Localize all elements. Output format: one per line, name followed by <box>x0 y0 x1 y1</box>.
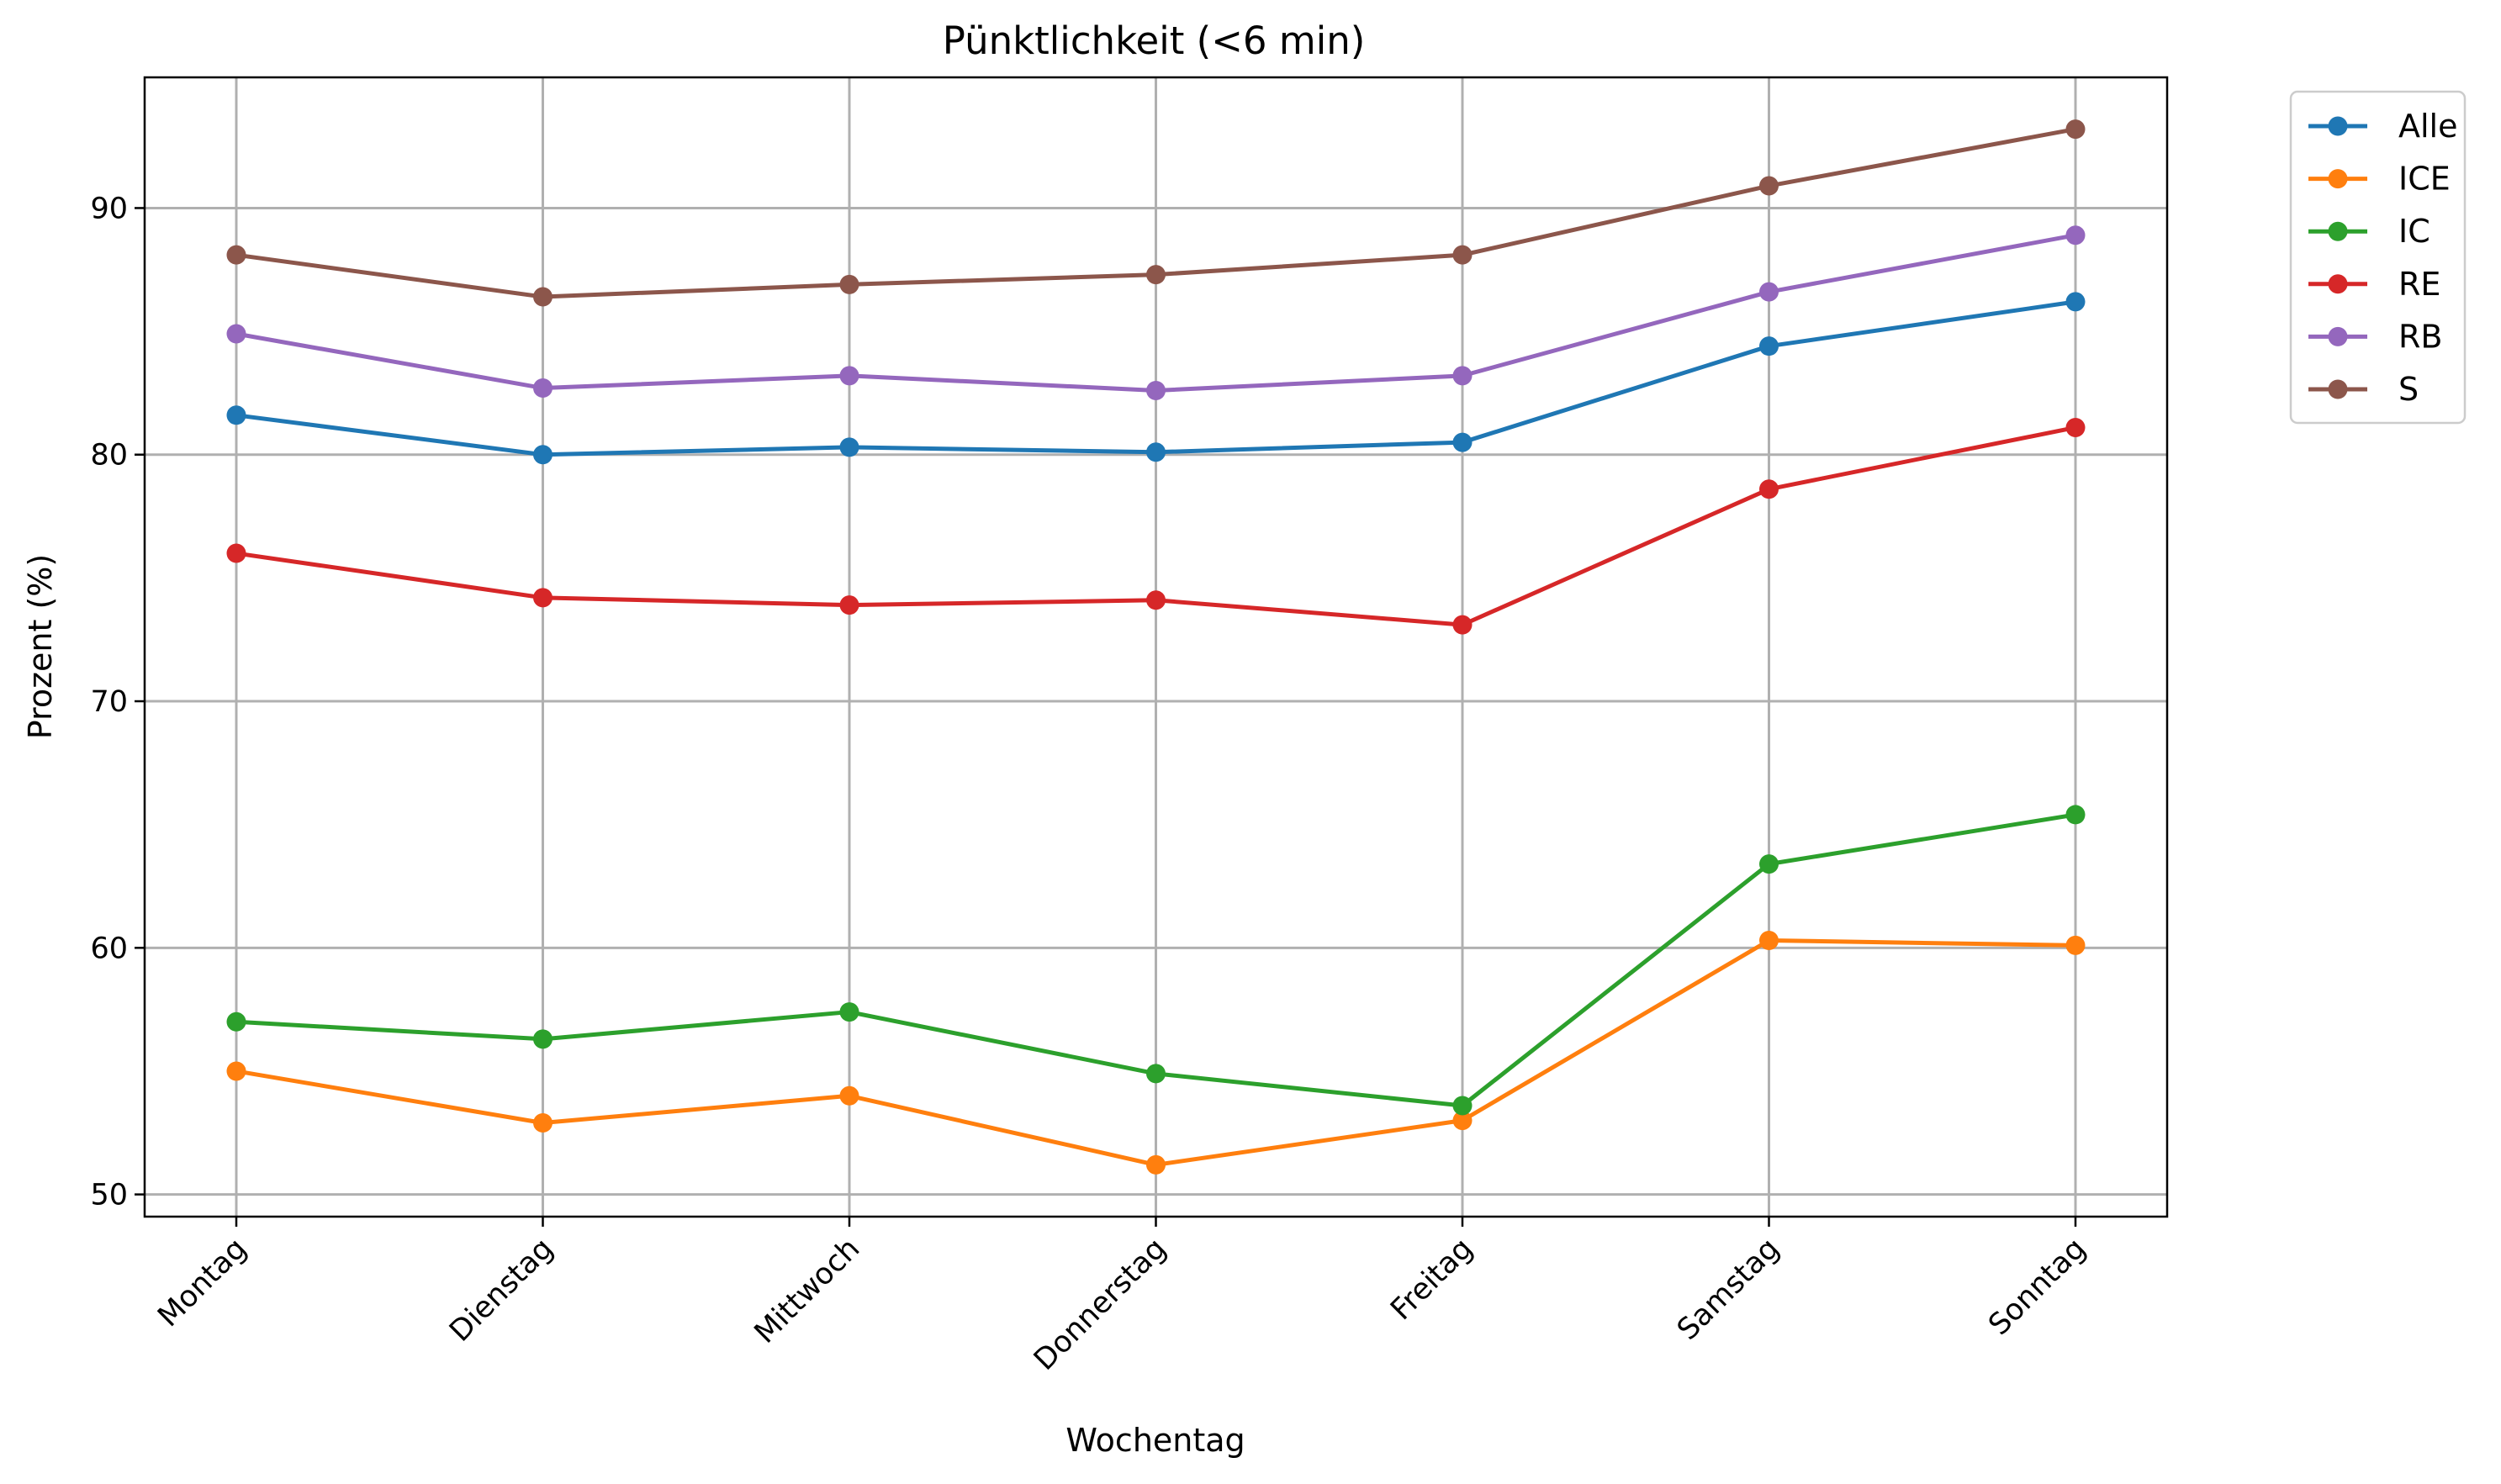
data-point-ic <box>2065 805 2086 825</box>
data-point-ic <box>226 1011 246 1032</box>
grid-lines <box>145 77 2167 1217</box>
legend-marker-alle <box>2328 116 2348 136</box>
legend: Alle ICE IC RE RB S <box>2289 90 2467 425</box>
data-point-ic <box>1146 1064 1166 1084</box>
legend-label-s: S <box>2398 371 2419 408</box>
legend-label-rb: RB <box>2398 318 2442 355</box>
legend-label-re: RE <box>2398 266 2440 303</box>
data-point-re <box>839 595 859 615</box>
data-point-s <box>1759 176 1779 196</box>
data-point-ic <box>533 1029 553 1049</box>
y-tick-label: 60 <box>90 932 128 965</box>
chart-title: Pünktlichkeit (<6 min) <box>943 18 1366 63</box>
data-point-ic <box>839 1002 859 1022</box>
data-point-rb <box>1452 366 1473 386</box>
data-point-rb <box>1146 380 1166 400</box>
data-point-ic <box>1759 854 1779 874</box>
data-point-re <box>1759 479 1779 499</box>
legend-marker-ic <box>2328 221 2348 241</box>
data-point-s <box>839 274 859 294</box>
data-point-alle <box>2065 292 2086 312</box>
data-point-ice <box>226 1061 246 1081</box>
data-point-s <box>1452 245 1473 265</box>
data-point-ice <box>2065 935 2086 955</box>
data-point-ice <box>1452 1111 1473 1131</box>
data-point-ice <box>839 1085 859 1106</box>
data-point-re <box>533 588 553 608</box>
x-axis-title: Wochentag <box>1065 1422 1245 1459</box>
y-axis-title: Prozent (%) <box>22 554 59 739</box>
y-tick-label: 80 <box>90 439 128 473</box>
data-point-alle <box>1759 336 1779 356</box>
data-point-alle <box>839 437 859 457</box>
y-tick-label: 70 <box>90 685 128 719</box>
data-point-s <box>533 287 553 307</box>
legend-marker-s <box>2328 379 2348 399</box>
data-point-re <box>226 543 246 563</box>
data-point-ice <box>1759 931 1779 951</box>
data-point-re <box>1146 590 1166 610</box>
legend-label-ic: IC <box>2398 213 2430 250</box>
data-point-s <box>226 245 246 265</box>
data-point-s <box>2065 119 2086 140</box>
data-point-alle <box>533 445 553 465</box>
data-point-alle <box>226 405 246 425</box>
y-tick-label: 90 <box>90 192 128 225</box>
data-point-alle <box>1452 432 1473 452</box>
data-point-rb <box>1759 282 1779 302</box>
data-point-ice <box>533 1113 553 1133</box>
data-point-alle <box>1146 442 1166 462</box>
data-point-rb <box>533 378 553 399</box>
data-point-rb <box>2065 225 2086 246</box>
data-point-re <box>2065 417 2086 437</box>
legend-marker-rb <box>2328 326 2348 346</box>
data-point-ic <box>1452 1096 1473 1116</box>
y-tick-label: 50 <box>90 1179 128 1212</box>
data-point-rb <box>226 324 246 344</box>
data-point-ice <box>1146 1154 1166 1175</box>
legend-label-alle: Alle <box>2398 108 2458 145</box>
data-point-rb <box>839 366 859 386</box>
data-point-s <box>1146 265 1166 285</box>
series-lines <box>226 119 2086 1175</box>
legend-marker-ice <box>2328 169 2348 189</box>
legend-label-ice: ICE <box>2398 161 2451 198</box>
legend-marker-re <box>2328 274 2348 294</box>
data-point-re <box>1452 615 1473 635</box>
